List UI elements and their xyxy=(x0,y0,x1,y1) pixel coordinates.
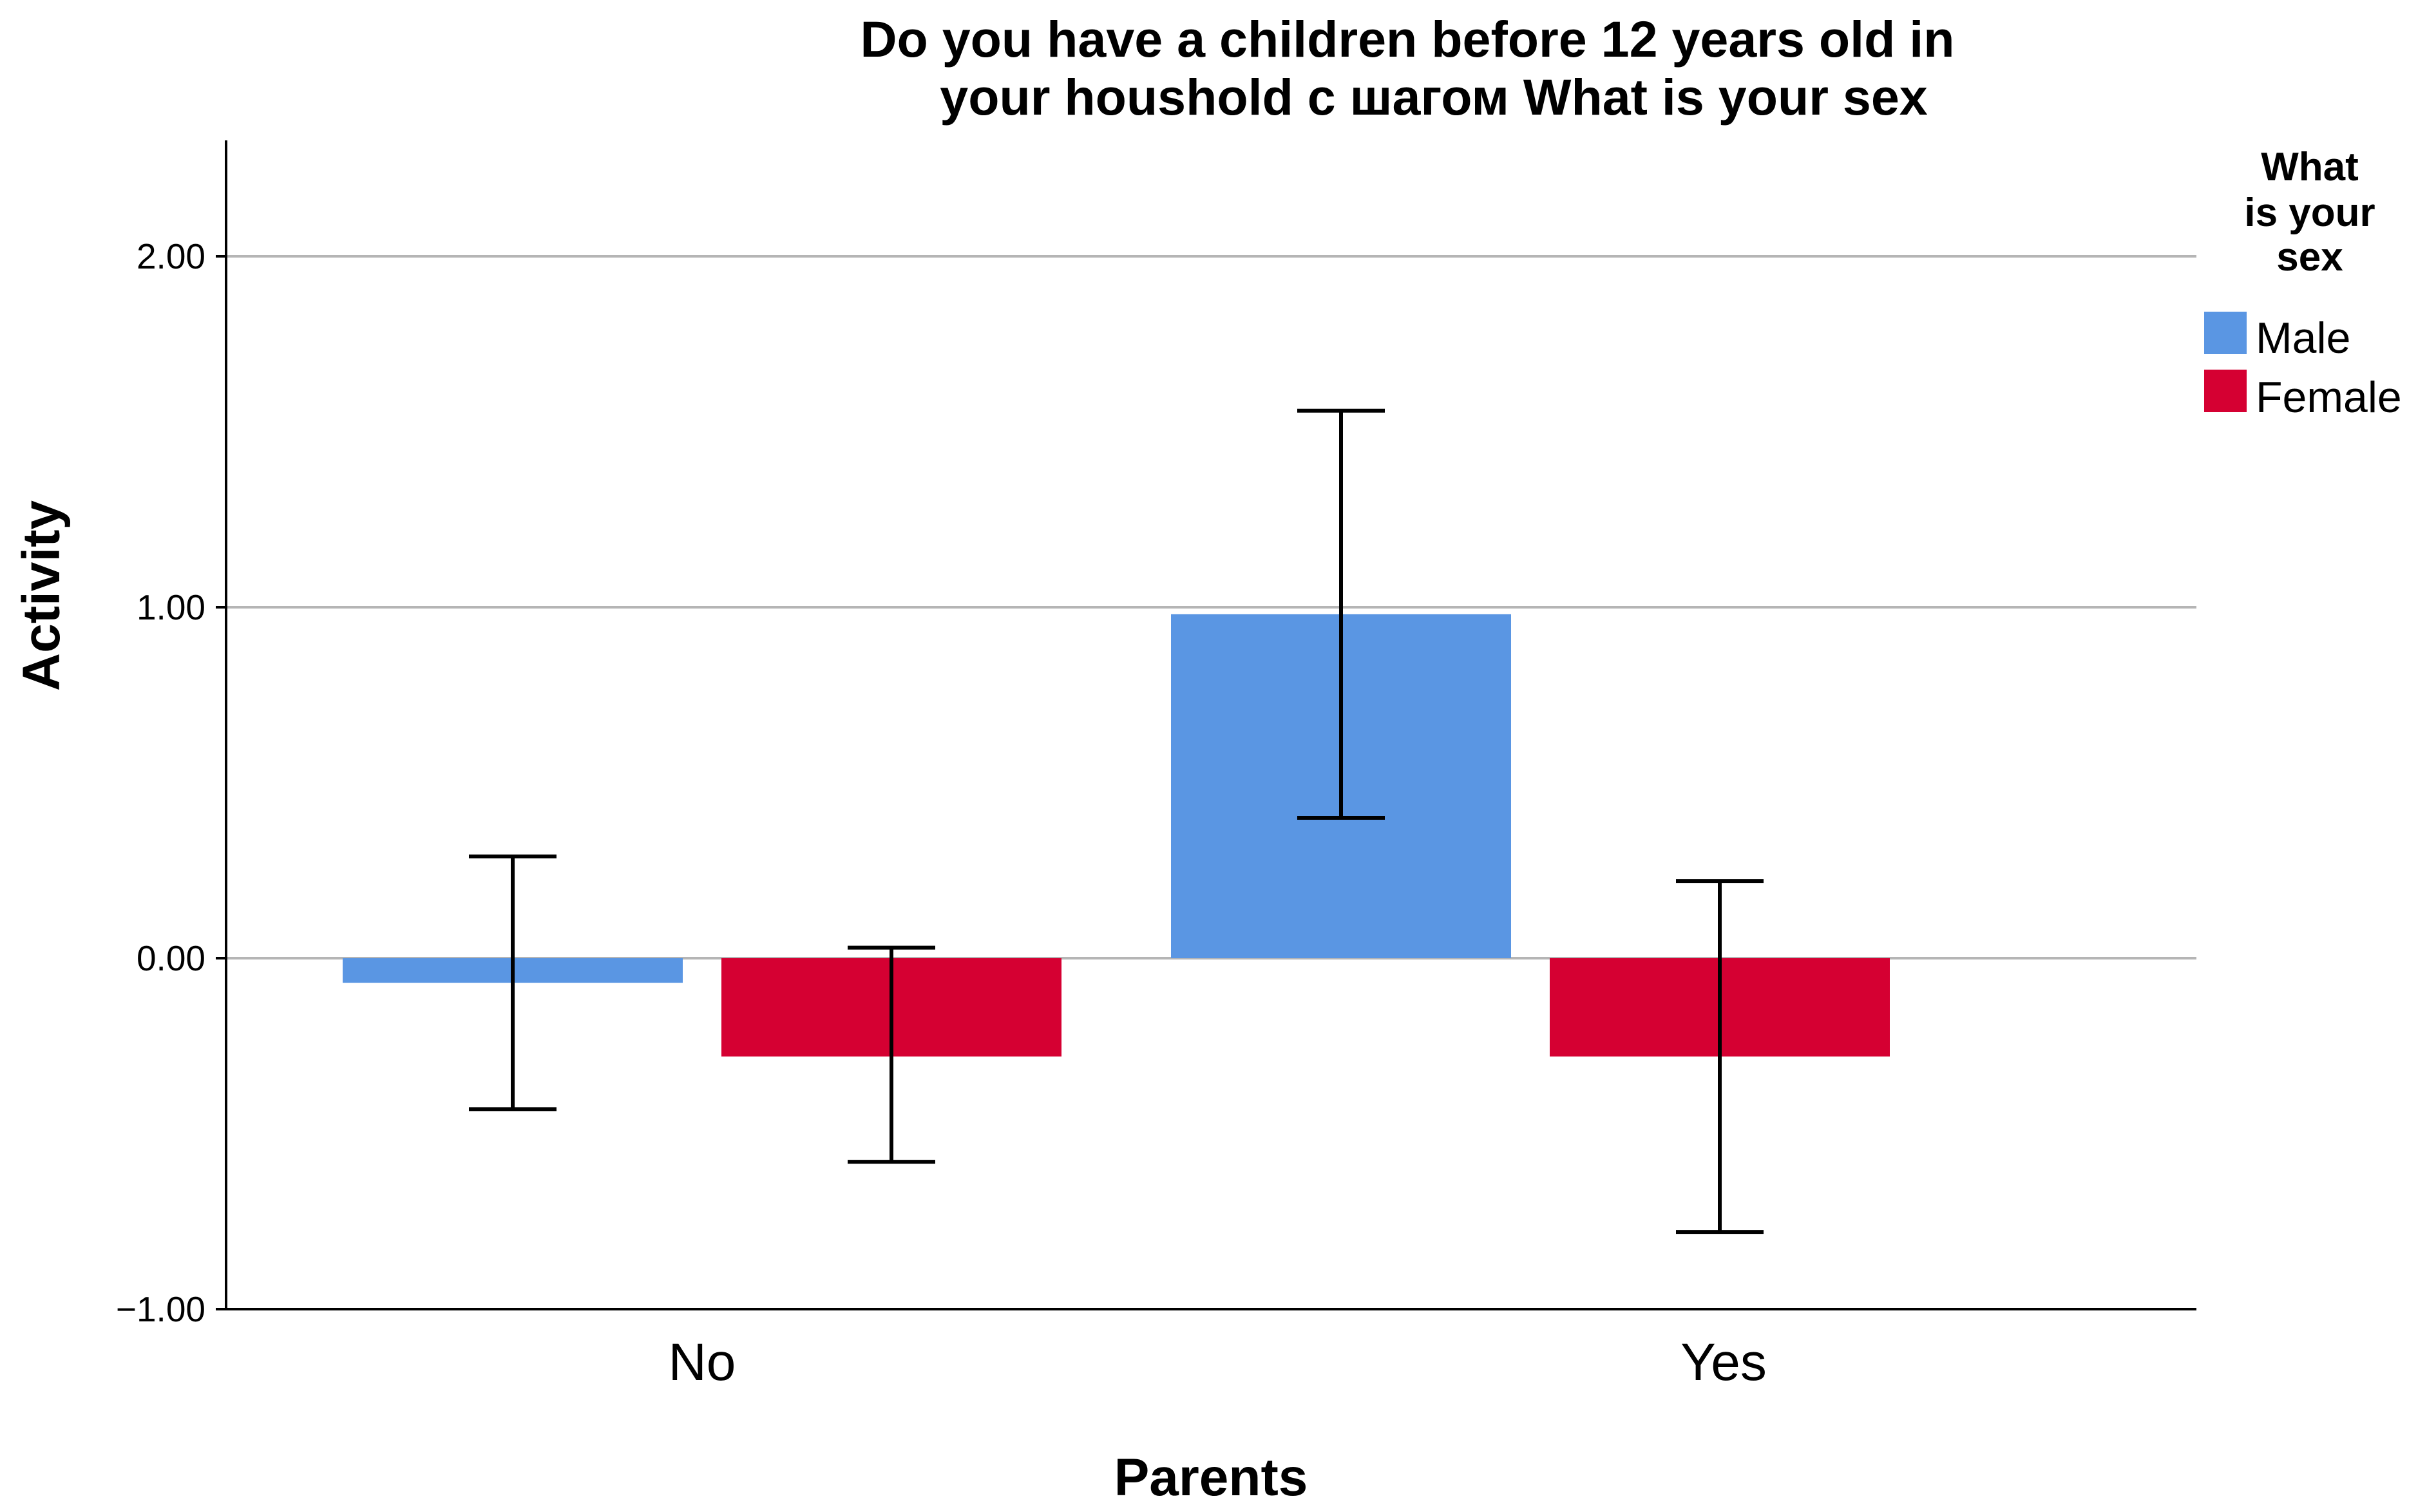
y-axis-ticks: −1.00 0.00 1.00 2.00 xyxy=(116,236,226,1329)
x-axis-title: Parents xyxy=(1114,1448,1308,1507)
legend-title-line-2: is your xyxy=(2244,191,2375,235)
y-tick-label-2: 1.00 xyxy=(137,587,205,627)
chart-title: Do you have a children before 12 years o… xyxy=(860,10,1954,126)
error-bar-male-yes xyxy=(1297,408,1385,820)
y-tick-label-1: 0.00 xyxy=(137,938,205,978)
y-tick-label-0: −1.00 xyxy=(116,1289,205,1329)
chart-title-line-2: your houshold с шагом What is your sex xyxy=(940,68,1928,126)
legend-swatch-male xyxy=(2204,312,2247,354)
y-axis-title: Activity xyxy=(12,500,71,692)
category-label-no: No xyxy=(669,1333,736,1392)
category-label-yes: Yes xyxy=(1680,1333,1767,1392)
error-bars xyxy=(469,408,1764,1234)
legend-label-male: Male xyxy=(2256,314,2350,363)
error-bar-female-yes xyxy=(1676,879,1764,1234)
chart-title-line-1: Do you have a children before 12 years o… xyxy=(860,10,1954,68)
legend-label-female: Female xyxy=(2256,373,2402,422)
legend-title-line-1: What xyxy=(2261,145,2359,189)
legend: What is your sex Male Female xyxy=(2204,145,2402,422)
error-bar-male-no xyxy=(469,854,557,1111)
legend-title-line-3: sex xyxy=(2276,235,2343,279)
bars xyxy=(343,614,1890,1057)
legend-swatch-female xyxy=(2204,370,2247,412)
y-tick-label-3: 2.00 xyxy=(137,236,205,276)
error-bar-female-no xyxy=(848,945,935,1164)
x-axis-category-labels: No Yes xyxy=(669,1333,1767,1392)
